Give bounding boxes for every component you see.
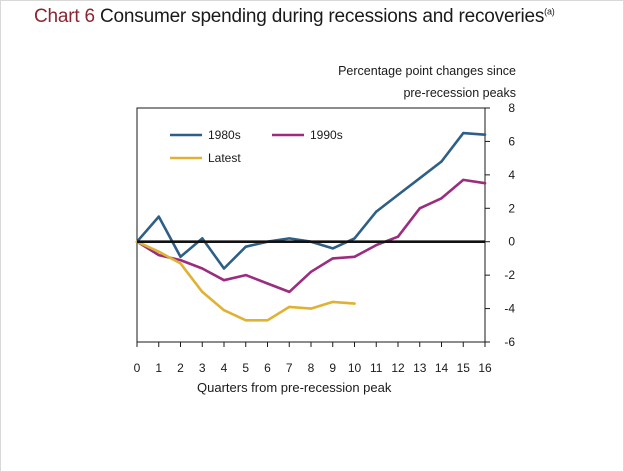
data-point-1980s-15 [462, 131, 465, 135]
series-line-1980s [135, 131, 487, 270]
data-point-1990s-16 [483, 182, 487, 185]
x-tick-label: 1 [155, 361, 162, 375]
data-point-1980s-2 [179, 255, 182, 258]
x-tick-label: 13 [413, 361, 427, 375]
data-point-1990s-10 [353, 255, 356, 258]
data-point-1990s-13 [418, 207, 421, 210]
y-axis-label-line1: Percentage point changes since [338, 64, 516, 78]
x-tick-label: 8 [308, 361, 315, 375]
data-point-1980s-14 [440, 160, 443, 163]
x-tick-label: 15 [457, 361, 471, 375]
data-point-latest-10 [353, 302, 356, 305]
x-tick-label: 16 [478, 361, 492, 375]
y-tick-label: 2 [508, 201, 515, 215]
chart-title-text: Consumer spending during recessions and … [100, 6, 545, 27]
y-tick-label: 6 [508, 134, 515, 148]
x-tick-label: 6 [264, 361, 271, 375]
chart-title: Chart 6 Consumer spending during recessi… [34, 6, 555, 28]
x-tick-label: 4 [221, 361, 228, 375]
data-point-latest-4 [222, 309, 226, 312]
x-tick-label: 7 [286, 361, 293, 375]
data-point-1980s-9 [331, 247, 334, 250]
x-tick-label: 11 [370, 361, 383, 375]
y-axis-label-line2: pre-recession peaks [403, 86, 516, 100]
legend-label-latest: Latest [208, 151, 241, 165]
data-point-1990s-1 [157, 253, 160, 257]
data-point-latest-5 [244, 319, 247, 322]
x-tick-label: 0 [134, 361, 141, 375]
y-tick-label: -4 [504, 302, 515, 316]
data-point-1990s-11 [375, 243, 378, 247]
data-point-1990s-6 [266, 282, 269, 285]
plot-area-border [136, 107, 486, 343]
x-axis-label: Quarters from pre-recession peak [197, 380, 392, 395]
x-tick-label: 14 [435, 361, 449, 375]
x-tick-label: 12 [391, 361, 405, 375]
data-point-latest-3 [201, 290, 204, 294]
data-point-1980s-5 [244, 245, 247, 248]
chart-number: Chart 6 [34, 6, 95, 27]
legend-label-1980s: 1980s [208, 128, 241, 142]
y-tick-label: -2 [504, 268, 515, 282]
data-point-1990s-12 [396, 235, 400, 238]
data-point-latest-2 [179, 262, 182, 265]
data-point-1990s-3 [201, 267, 204, 270]
data-point-1980s-7 [288, 237, 291, 240]
data-point-1990s-15 [462, 178, 465, 182]
x-tick-label: 5 [242, 361, 249, 375]
data-point-1990s-14 [440, 197, 443, 200]
data-point-1980s-1 [157, 215, 160, 218]
data-point-1990s-9 [331, 257, 334, 260]
y-tick-label: 8 [508, 101, 515, 115]
data-point-1990s-8 [309, 270, 313, 273]
data-point-1980s-16 [483, 133, 487, 136]
x-tick-label: 10 [348, 361, 362, 375]
data-point-1990s-4 [222, 279, 226, 282]
data-point-latest-1 [157, 250, 160, 253]
x-tick-label: 2 [177, 361, 184, 375]
data-point-1980s-4 [222, 267, 226, 270]
data-point-1980s-13 [418, 177, 421, 180]
data-point-1980s-12 [396, 193, 400, 197]
data-point-latest-8 [309, 307, 313, 310]
y-tick-label: 4 [508, 168, 515, 182]
data-point-1980s-10 [353, 237, 356, 240]
data-point-1990s-7 [288, 290, 291, 294]
x-tick-label: 3 [199, 361, 206, 375]
data-point-latest-6 [266, 319, 269, 322]
legend-label-1990s: 1990s [310, 128, 343, 142]
data-point-1980s-3 [201, 237, 204, 240]
data-point-latest-9 [331, 300, 334, 304]
data-point-1990s-5 [244, 273, 247, 277]
title-footnote-marker: (a) [544, 6, 555, 17]
series-line-latest [135, 240, 356, 322]
x-tick-label: 9 [329, 361, 336, 375]
data-point-1990s-2 [179, 258, 182, 262]
y-tick-label: -6 [504, 335, 515, 349]
y-tick-label: 0 [508, 235, 515, 249]
data-point-latest-7 [288, 305, 291, 309]
data-point-1980s-11 [375, 210, 378, 213]
